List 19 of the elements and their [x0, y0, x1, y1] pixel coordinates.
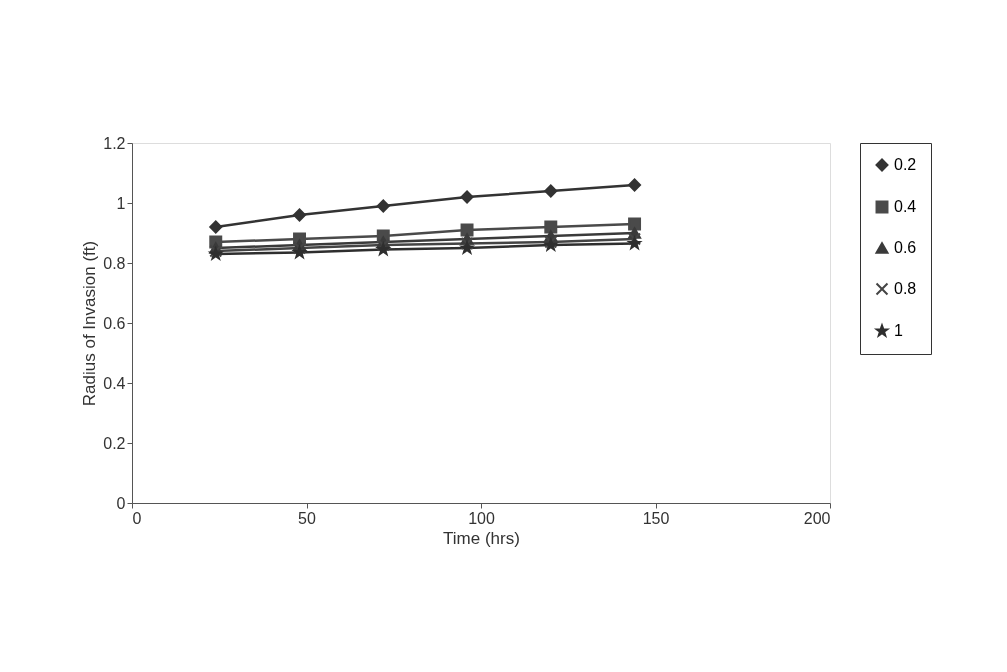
y-tick-label: 0.6 — [103, 314, 126, 332]
x-tick-label: 200 — [803, 509, 831, 527]
x-axis-title: Time (hrs) — [443, 528, 520, 548]
legend-label: 0.2 — [894, 156, 917, 173]
legend-label: 0.8 — [894, 280, 917, 297]
y-tick-label: 1 — [116, 194, 126, 212]
x-tick-label: 150 — [642, 509, 670, 527]
y-tick-label: 1.2 — [103, 134, 126, 152]
x-tick-label: 0 — [132, 509, 142, 527]
legend-label: 0.4 — [894, 198, 917, 215]
legend-label: 1 — [894, 322, 903, 339]
y-tick-label: 0.4 — [103, 374, 126, 392]
y-tick-label: 0 — [116, 494, 126, 512]
legend-label: 0.6 — [894, 239, 917, 256]
y-tick-label: 0.2 — [103, 434, 126, 452]
x-tick-label: 50 — [298, 509, 316, 527]
y-tick-label: 0.8 — [103, 254, 126, 272]
y-axis-title: Radius of Invasion (ft) — [80, 240, 100, 407]
x-tick-label: 100 — [468, 509, 495, 527]
